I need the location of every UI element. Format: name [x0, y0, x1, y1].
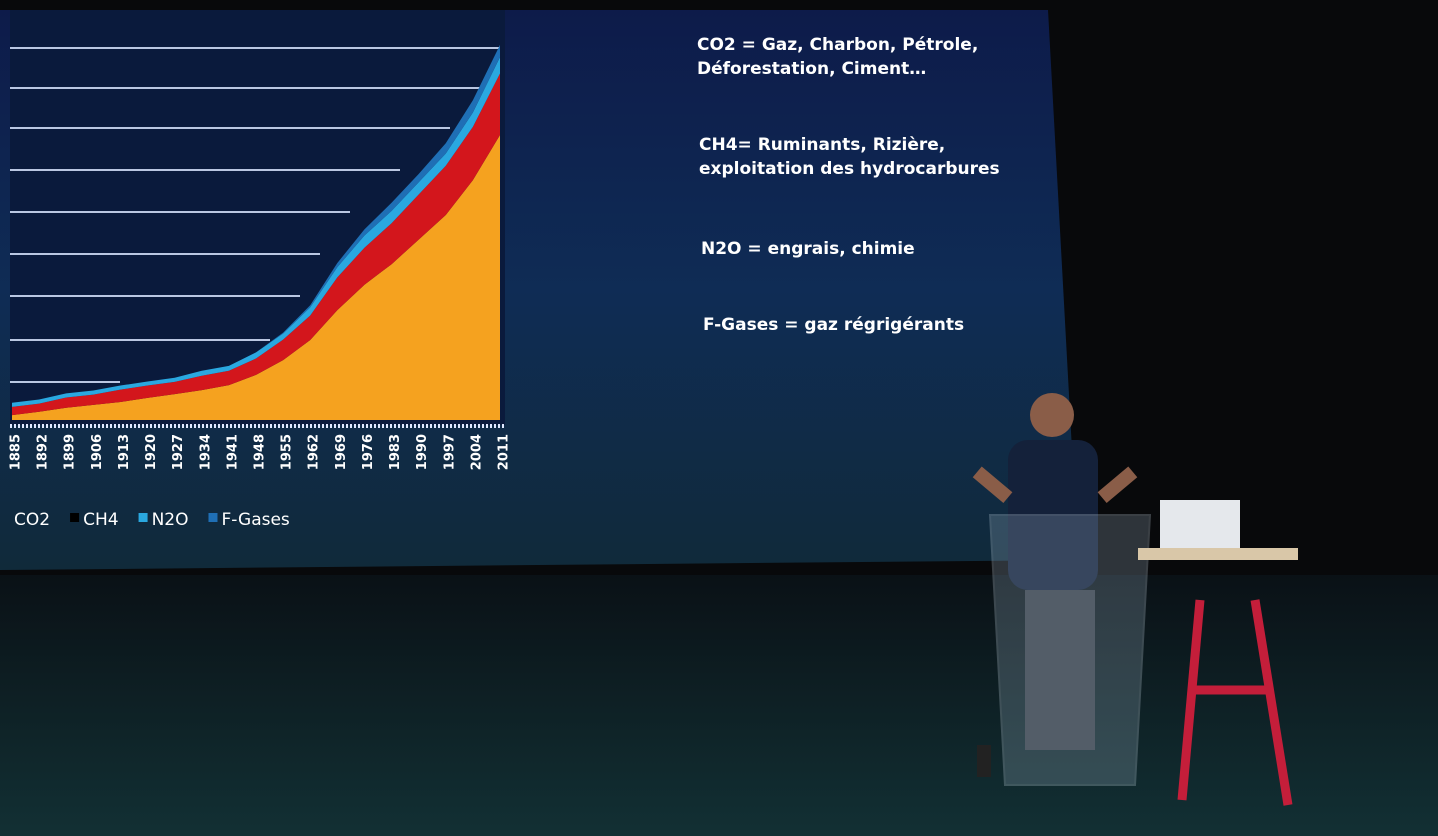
x-tick-label: 1920	[144, 434, 159, 470]
x-tick-label: 1976	[361, 434, 376, 470]
slide-line: Déforestation, Ciment…	[697, 59, 926, 79]
scene: 1885 1892 1899 1906 1913 1920 1927 1934 1941 1948…	[0, 0, 1438, 836]
x-tick-label: 1990	[415, 434, 430, 470]
x-tick-label: 1885	[9, 434, 24, 470]
legend-label: CO2	[14, 510, 50, 530]
slide-line: CO2 = Gaz, Charbon, Pétrole,	[697, 35, 978, 55]
x-tick-label: 1892	[36, 434, 51, 470]
x-tick-label: 1983	[388, 434, 403, 470]
bottle	[977, 745, 991, 777]
legend-label: F-Gases	[221, 510, 289, 530]
legend-swatch	[139, 513, 148, 522]
x-tick-label: 1997	[442, 434, 457, 470]
x-tick-label: 1948	[253, 434, 268, 470]
x-tick-label: 2004	[469, 434, 484, 470]
legend-label: CH4	[83, 510, 118, 530]
x-tick-label: 1934	[198, 434, 213, 470]
slide-line: N2O = engrais, chimie	[701, 239, 915, 259]
legend-swatch	[208, 513, 217, 522]
page: 1885 1892 1899 1906 1913 1920 1927 1934 1941 1948…	[0, 0, 1438, 836]
x-tick-label: 1927	[171, 434, 186, 470]
legend-swatch	[70, 513, 79, 522]
x-tick-label: 2011	[497, 434, 512, 470]
lectern	[990, 515, 1150, 785]
x-tick-label: 1913	[117, 434, 132, 470]
stage-floor	[0, 575, 1438, 836]
x-tick-label: 1955	[280, 434, 295, 470]
x-tick-label: 1962	[307, 434, 322, 470]
x-tick-label: 1906	[90, 434, 105, 470]
slide-line: F-Gases = gaz régrigérants	[703, 315, 964, 335]
slide-line: CH4= Ruminants, Rizière,	[699, 135, 945, 155]
x-tick-label: 1969	[334, 434, 349, 470]
x-tick-label: 1899	[63, 434, 78, 470]
slide-line: exploitation des hydrocarbures	[699, 159, 1000, 179]
table	[1138, 548, 1298, 560]
x-tick-label: 1941	[225, 434, 240, 470]
legend-label: N2O	[152, 510, 189, 530]
laptop	[1160, 500, 1240, 548]
